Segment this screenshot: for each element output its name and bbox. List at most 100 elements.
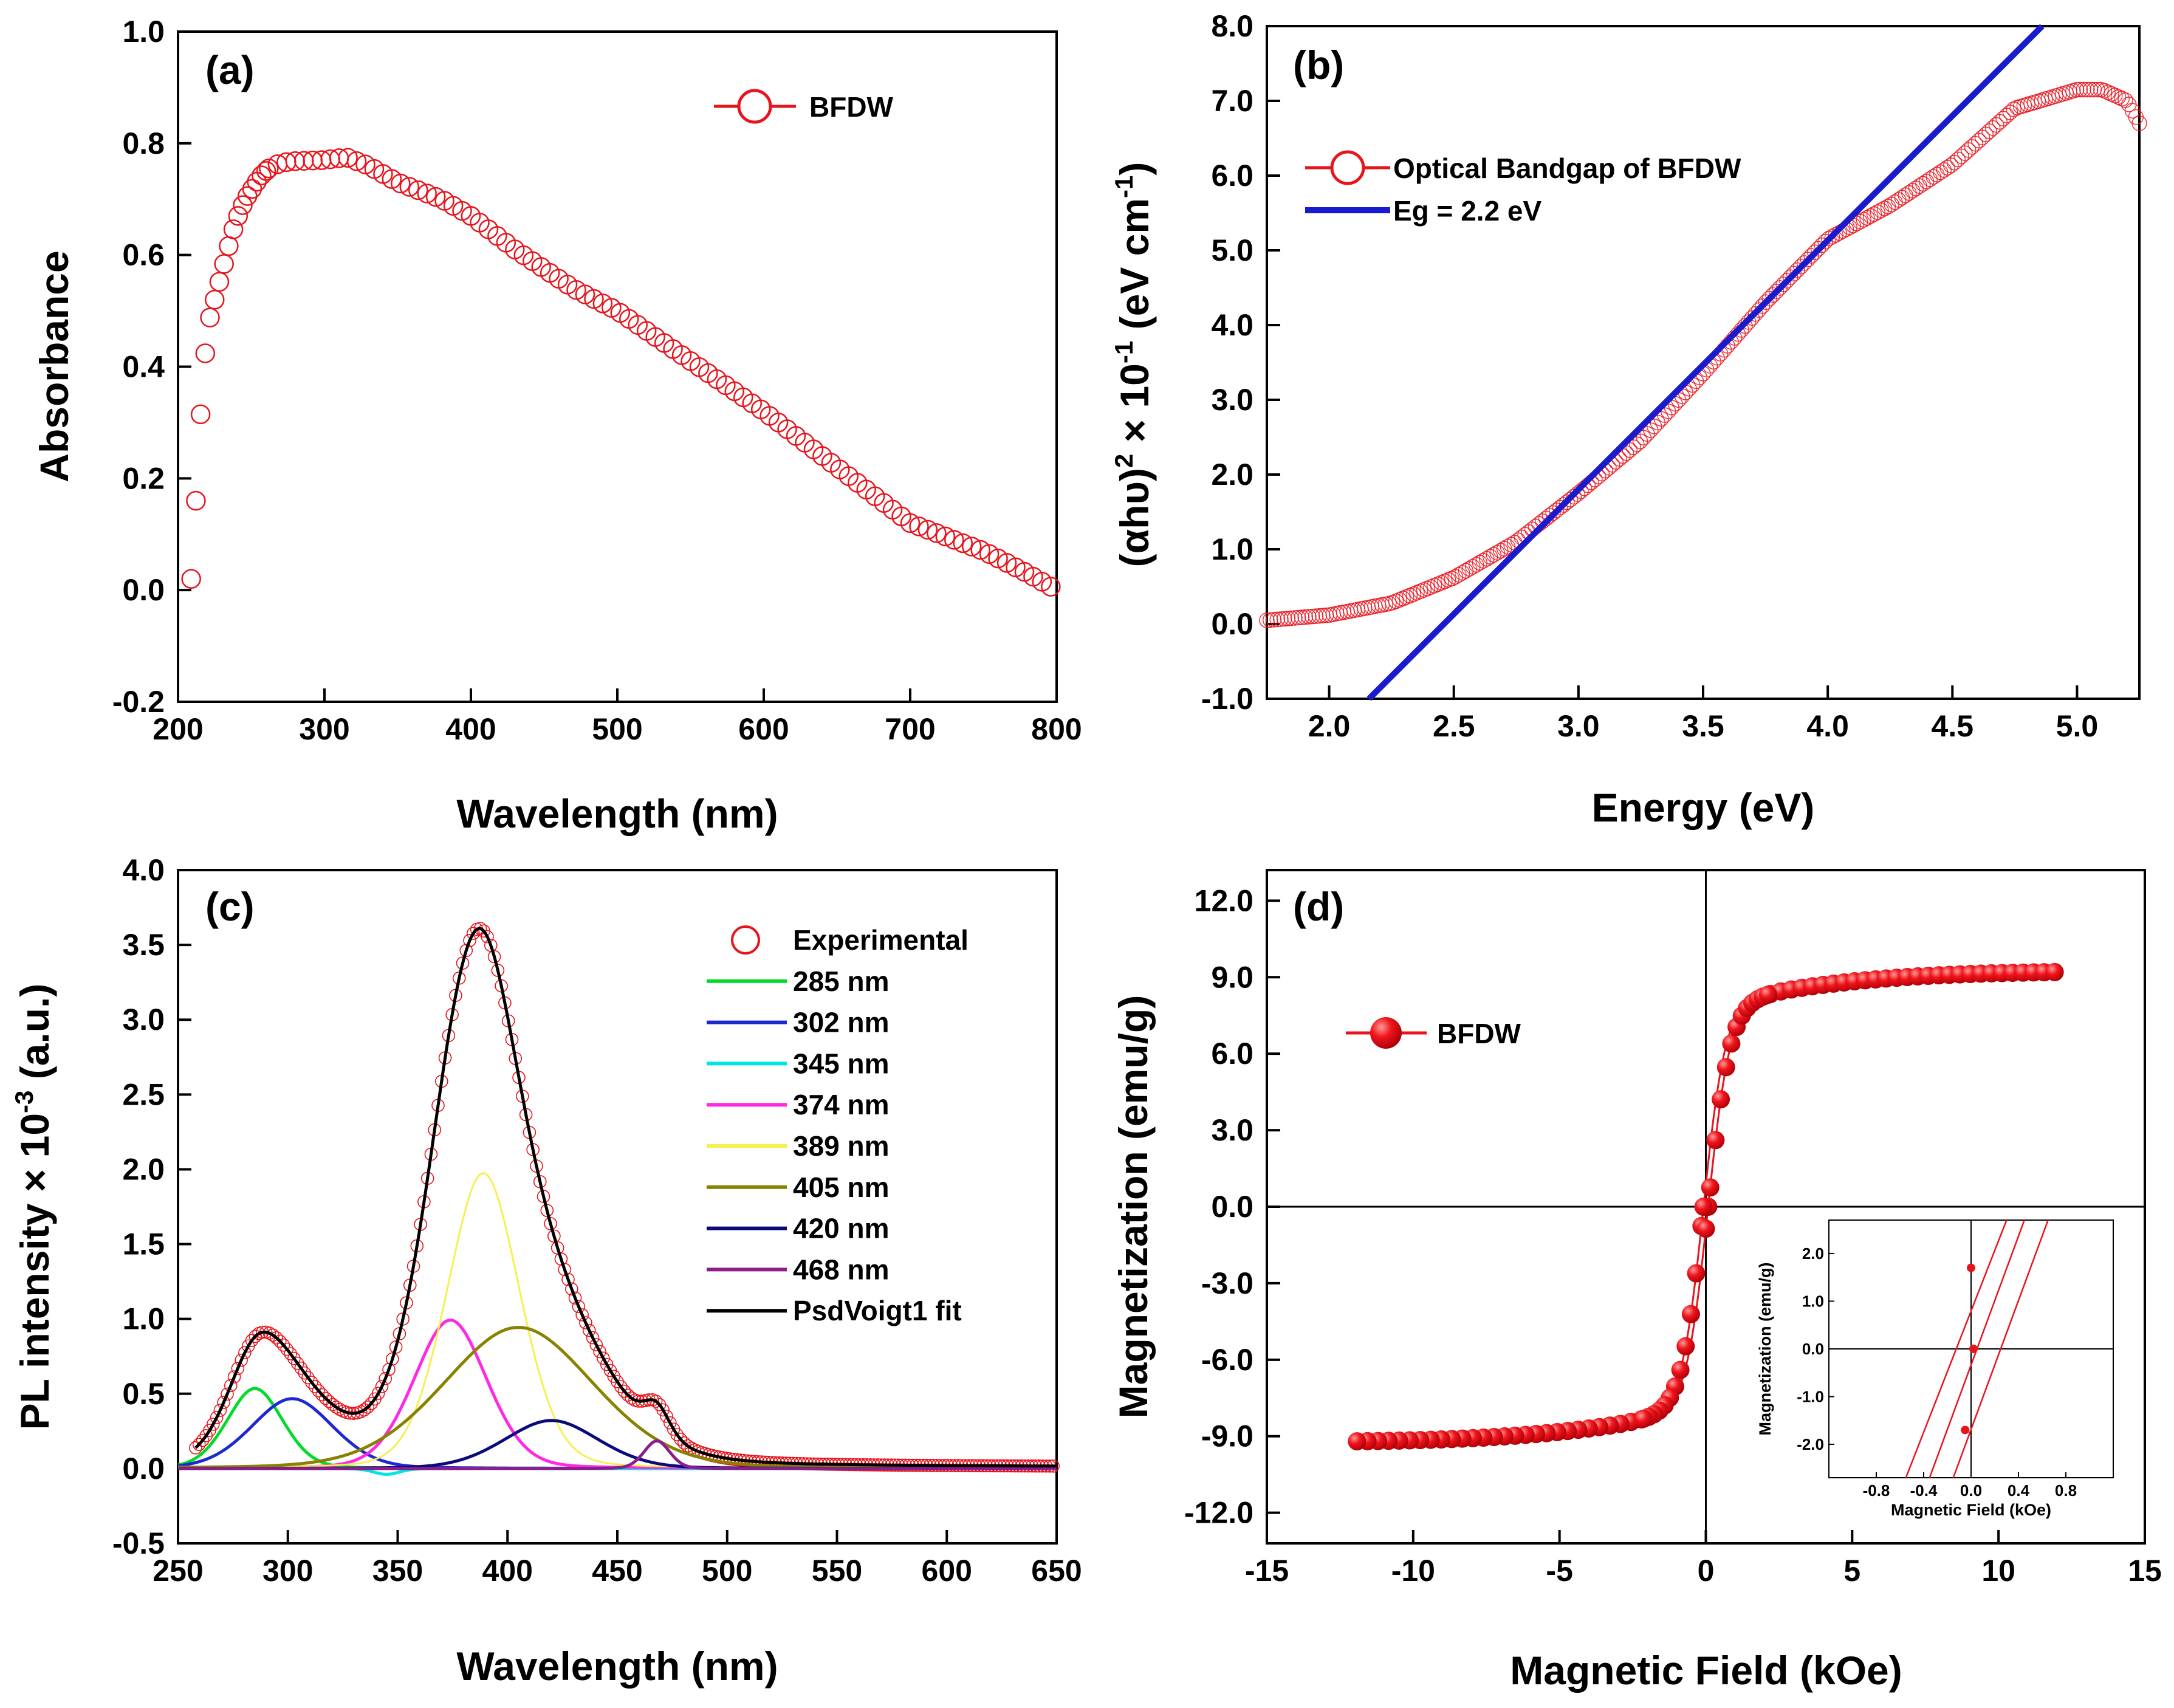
data-point — [214, 254, 234, 274]
data-point — [1266, 612, 1282, 628]
y-tick-label: 0.4 — [122, 350, 165, 384]
data-point — [1304, 608, 1320, 625]
data-point — [329, 1401, 343, 1414]
inset-branch-line — [1952, 1220, 2049, 1478]
x-tick-label: 0 — [1698, 1554, 1715, 1588]
legend-label: BFDW — [809, 91, 894, 123]
data-point — [2006, 101, 2021, 117]
data-point — [186, 490, 206, 511]
data-point — [1287, 610, 1303, 626]
data-point — [1348, 1432, 1366, 1451]
y-tick-label: 0.2 — [122, 461, 165, 495]
data-point — [1821, 230, 1837, 247]
panel-d: -15 -10 -5 0 5 10 15 -12.0 -9.0 -6.0 -3.0 0.0 3.0 6.0… — [1111, 869, 2162, 1693]
data-point — [231, 1362, 245, 1375]
data-point — [189, 1441, 202, 1455]
data-point — [338, 148, 358, 168]
peak-405-nm — [178, 1326, 1057, 1470]
inset-x-axis-label: Magnetic Field (kOe) — [1891, 1501, 2051, 1519]
y-tick-label: 0.5 — [122, 1377, 165, 1411]
data-point — [917, 520, 938, 540]
data-point — [2107, 87, 2123, 103]
legend-label: 420 nm — [793, 1213, 890, 1244]
x-tick-label: 250 — [153, 1554, 203, 1588]
series-bfdw — [1348, 962, 2064, 1451]
data-point — [196, 1433, 210, 1447]
x-axis-label: Wavelength (nm) — [456, 1644, 778, 1689]
panel-label: (a) — [205, 47, 255, 92]
data-point — [1676, 1337, 1695, 1356]
data-point — [670, 1428, 684, 1441]
data-point — [1294, 609, 1310, 625]
data-point — [1402, 588, 1418, 603]
data-point — [1426, 578, 1442, 594]
data-point — [1706, 1131, 1725, 1150]
inset-x-tick-label: -0.4 — [1910, 1481, 1938, 1500]
data-point — [927, 523, 947, 543]
data-point — [1399, 589, 1414, 605]
x-tick-label: 700 — [885, 712, 935, 746]
legend: Experimental 285 nm 302 nm 345 nm 374 nm 389 … — [707, 924, 969, 1326]
data-point — [674, 1432, 687, 1446]
data-point — [625, 1391, 638, 1405]
data-point — [988, 548, 1008, 569]
legend-label: 345 nm — [793, 1048, 890, 1079]
legend-marker — [737, 89, 772, 124]
x-tick-label: 400 — [445, 712, 496, 746]
plot-frame — [177, 869, 1058, 1545]
data-point — [209, 272, 230, 292]
inset-y-axis-label: Magnetization (emu/g) — [1756, 1263, 1774, 1436]
inset-x-tick-label: 0.0 — [1960, 1481, 1982, 1500]
x-tick-label: 800 — [1031, 712, 1082, 746]
x-tick-label: 600 — [922, 1554, 972, 1588]
y-tick-label: 1.5 — [122, 1227, 165, 1261]
data-point — [386, 1352, 399, 1366]
data-point — [953, 533, 973, 554]
y-tick-label: 0.0 — [1211, 1190, 1253, 1224]
data-point — [375, 1380, 389, 1393]
data-point — [681, 1439, 694, 1453]
data-point — [1873, 202, 1889, 218]
legend-label: 389 nm — [793, 1130, 890, 1162]
x-tick-label: 5 — [1843, 1554, 1860, 1588]
x-tick-label: 600 — [738, 712, 789, 746]
legend-label: Experimental — [793, 924, 969, 956]
data-point — [1716, 1058, 1735, 1077]
data-point — [245, 1334, 259, 1347]
data-point — [365, 1397, 378, 1410]
x-tick-label: 550 — [812, 1554, 862, 1588]
data-point — [1856, 211, 1871, 228]
data-point — [1722, 1034, 1741, 1053]
data-point — [290, 1356, 304, 1370]
legend: BFDW — [714, 89, 894, 124]
data-point — [1671, 1360, 1690, 1379]
data-point — [1280, 611, 1296, 626]
data-point — [294, 1361, 308, 1375]
data-point — [284, 1347, 297, 1360]
data-point — [1440, 572, 1456, 588]
data-point — [227, 1370, 241, 1384]
series-optical-bandgap — [1259, 81, 2147, 628]
data-point — [308, 1380, 322, 1393]
data-point — [1385, 595, 1401, 611]
data-point — [481, 930, 494, 944]
data-point — [280, 1342, 294, 1356]
data-point — [660, 1409, 673, 1423]
x-tick-label: 400 — [482, 1554, 533, 1588]
data-point — [547, 1229, 561, 1243]
data-point — [2096, 83, 2113, 99]
y-axis-label: PL intensity × 10-3 (a.u.) — [10, 984, 57, 1430]
y-axis-label-part: ) — [1112, 162, 1157, 176]
x-axis-label: Magnetic Field (kOe) — [1510, 1648, 1902, 1693]
y-tick-label: 5.0 — [1211, 233, 1253, 267]
panel-a: 200 300 400 500 600 700 800 -0.2 0.0 0.2 0.4 0.6 0.8… — [32, 15, 1082, 836]
data-point — [935, 526, 956, 547]
inset-y-tick-label: 0.0 — [1802, 1340, 1824, 1358]
data-point — [1433, 575, 1449, 591]
data-point — [326, 1398, 340, 1411]
data-point — [2090, 81, 2105, 98]
data-point — [2072, 81, 2088, 98]
data-point — [195, 343, 216, 363]
y-tick-label: 7.0 — [1211, 84, 1253, 118]
data-point — [621, 1388, 635, 1402]
